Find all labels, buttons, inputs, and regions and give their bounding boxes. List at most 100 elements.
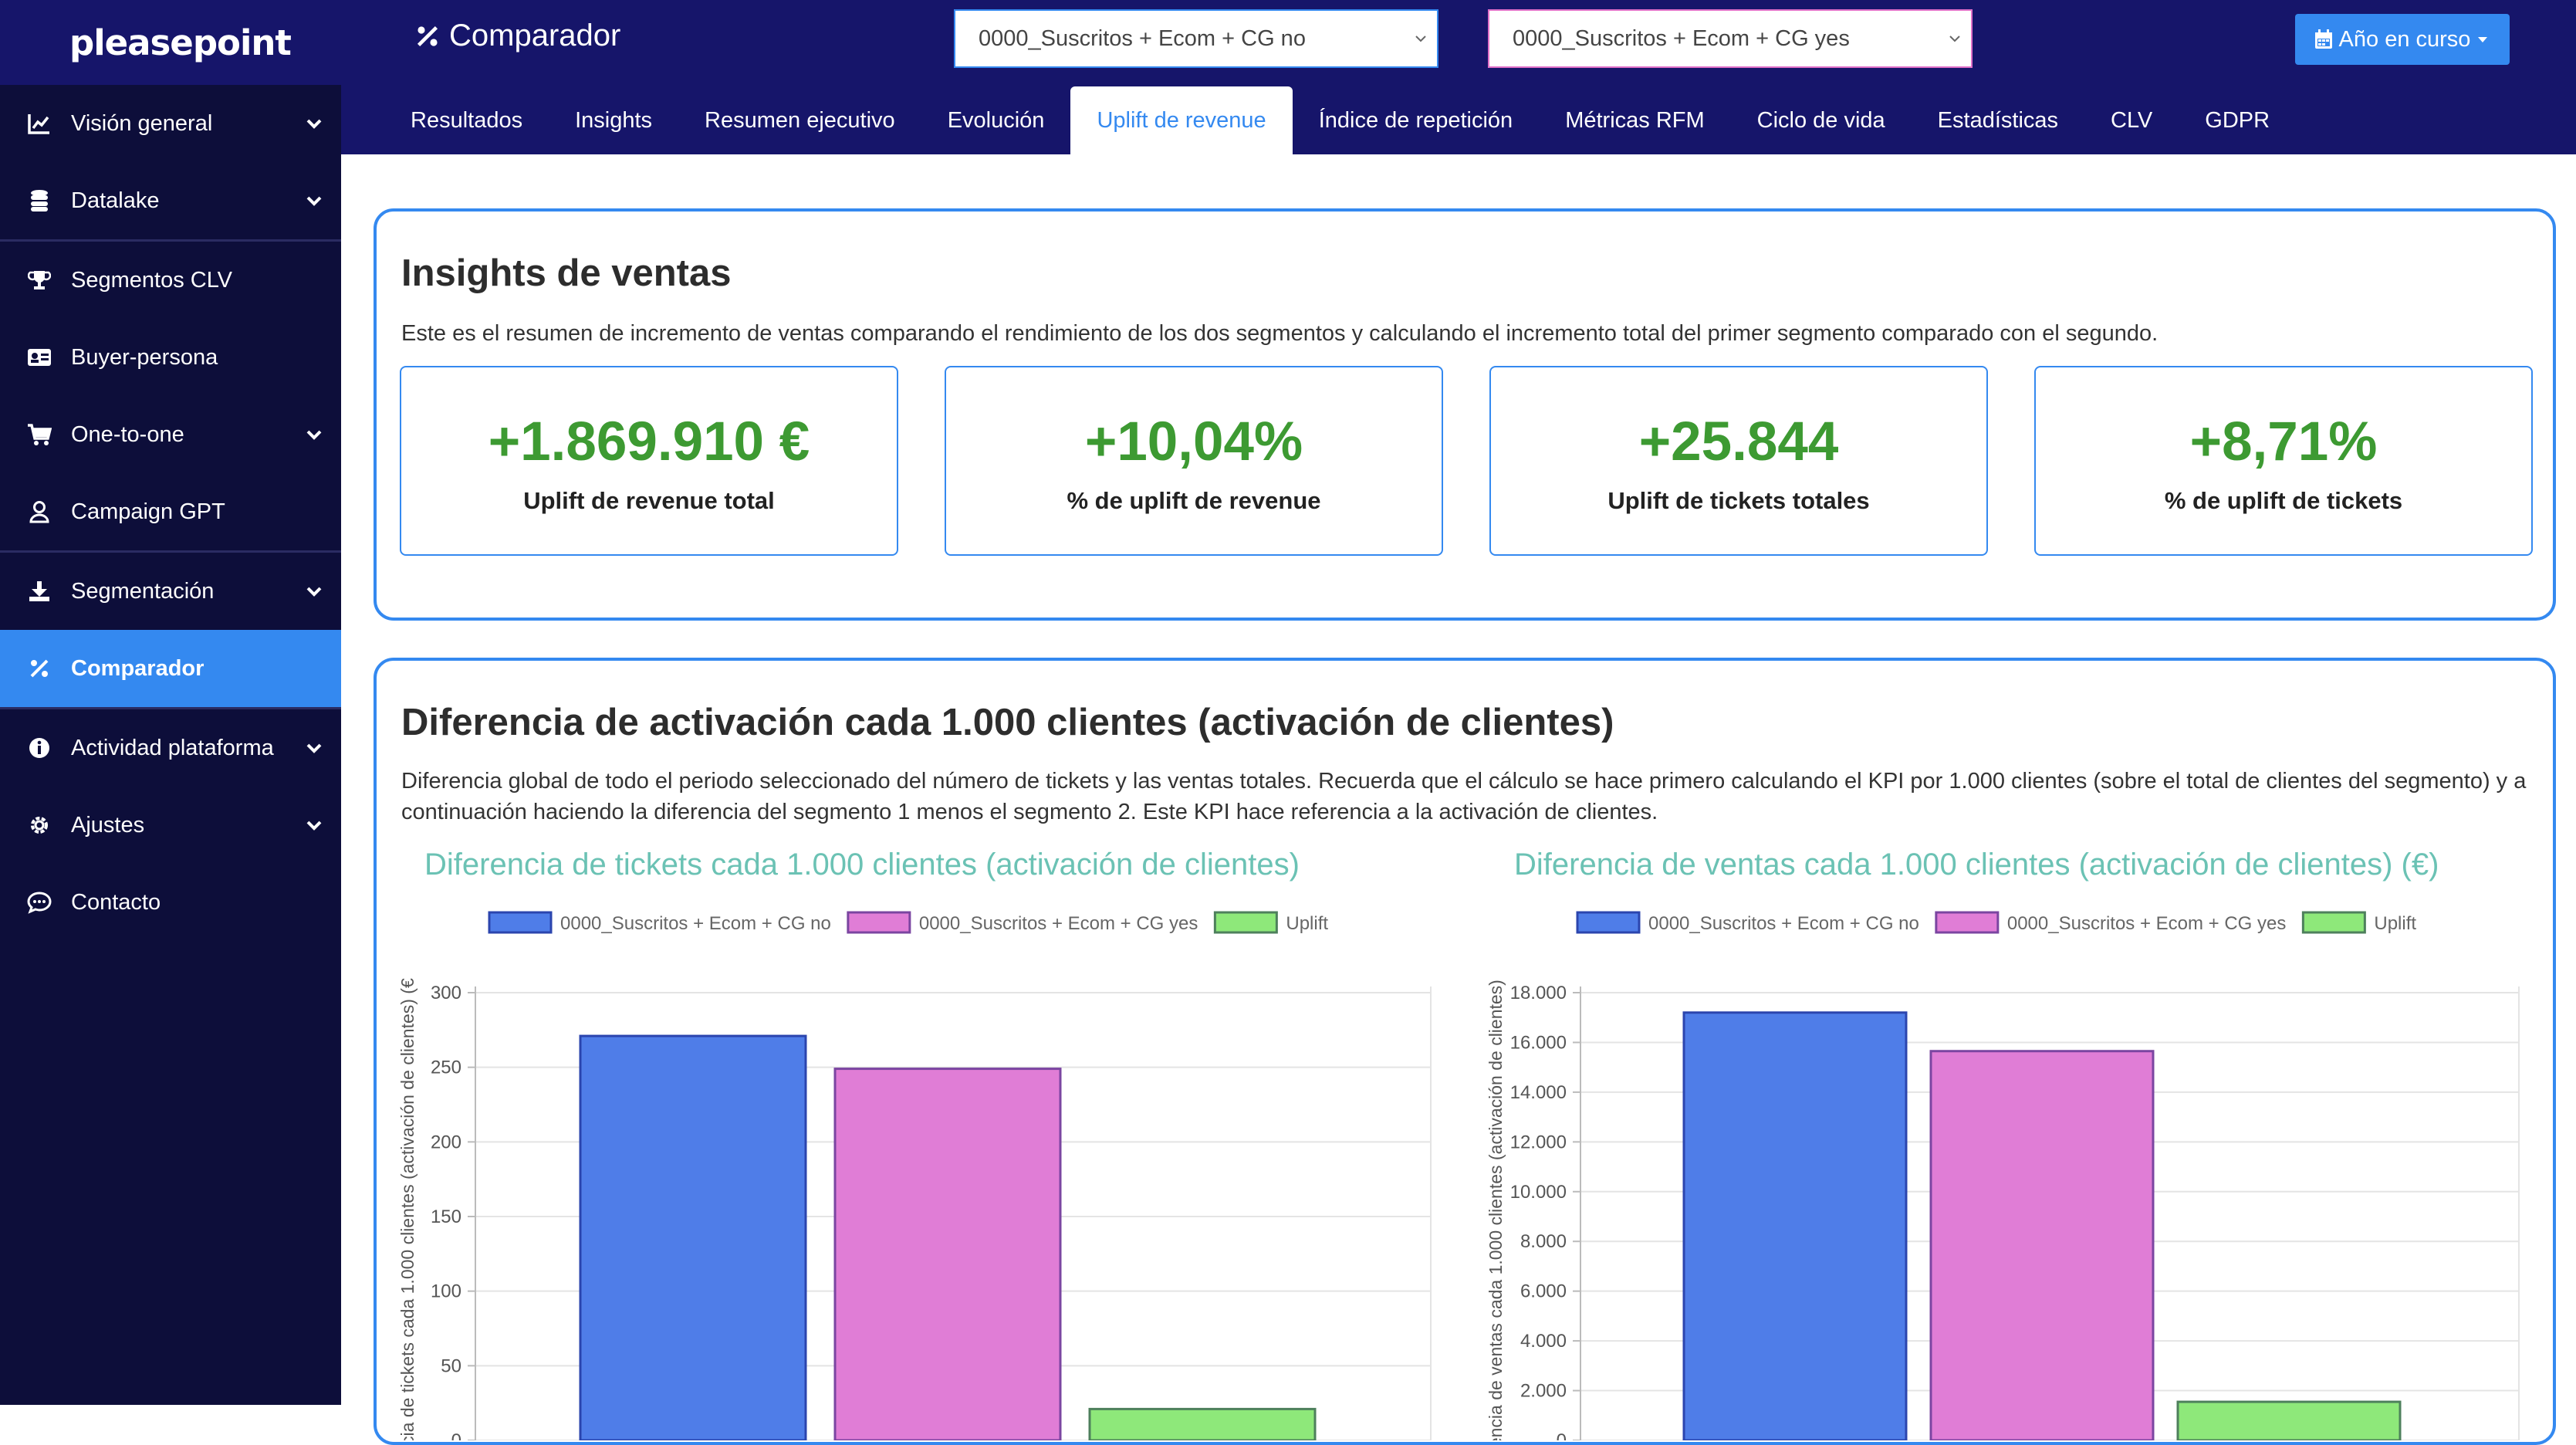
chat-icon xyxy=(26,889,52,915)
sales-bar-chart: 0 2.000 4.000 6.000 8.000 10.000 12.000 14.000 1… xyxy=(1486,911,2520,1440)
top-header: Comparador 0000_Suscritos + Ecom + CG no… xyxy=(341,0,2576,154)
page-title-label: Comparador xyxy=(449,19,621,52)
tab-resultados[interactable]: Resultados xyxy=(411,107,523,133)
bar xyxy=(579,1034,807,1440)
y-axis-label: ncia de tickets cada 1.000 clientes (act… xyxy=(397,978,418,1440)
y-tick-label: 14.000 xyxy=(1510,1082,1567,1103)
id-card-icon xyxy=(26,344,52,371)
tab-estadisticas[interactable]: Estadísticas xyxy=(1937,107,2059,133)
tab-evolucion[interactable]: Evolución xyxy=(947,107,1045,133)
sidebar-item-campaign-gpt[interactable]: Campaign GPT xyxy=(0,473,341,550)
cart-icon xyxy=(26,421,52,448)
sidebar-item-segmentos-clv[interactable]: Segmentos CLV xyxy=(0,242,341,319)
insights-title: Insights de ventas xyxy=(401,252,732,294)
sidebar-item-label: Actividad plataforma xyxy=(71,735,274,760)
kpi-value: +10,04% xyxy=(1084,411,1303,472)
kpi-label: % de uplift de revenue xyxy=(1067,487,1321,514)
chevron-down-icon[interactable] xyxy=(303,814,326,837)
legend-swatch xyxy=(1213,911,1278,934)
kpi-value: +8,71% xyxy=(2189,411,2378,472)
segment1-select[interactable]: 0000_Suscritos + Ecom + CG no xyxy=(954,9,1438,68)
legend-swatch xyxy=(1935,911,2000,934)
bar xyxy=(833,1068,1062,1440)
caret-down-icon xyxy=(2478,37,2488,42)
sidebar-item-ajustes[interactable]: Ajustes xyxy=(0,787,341,864)
tab-clv[interactable]: CLV xyxy=(2111,107,2153,133)
user-icon xyxy=(26,499,52,525)
bar xyxy=(2176,1400,2402,1440)
y-tick-label: 150 xyxy=(431,1206,461,1227)
logo[interactable]: pleasepoint xyxy=(0,0,341,85)
sidebar-item-label: Segmentación xyxy=(71,578,215,604)
chevron-down-icon xyxy=(1949,36,1960,42)
download-icon xyxy=(26,578,52,604)
sidebar-item-contacto[interactable]: Contacto xyxy=(0,864,341,941)
sidebar-item-vision-general[interactable]: Visión general xyxy=(0,85,341,162)
info-icon xyxy=(26,735,52,761)
kpi-revenue-uplift-pct: +10,04% % de uplift de revenue xyxy=(945,366,1443,556)
sidebar-item-actividad-plataforma[interactable]: Actividad plataforma xyxy=(0,709,341,787)
sidebar-item-label: Campaign GPT xyxy=(71,499,225,524)
sidebar-divider xyxy=(0,707,341,709)
y-tick-label: 250 xyxy=(431,1058,461,1078)
y-tick-label: 6.000 xyxy=(1520,1281,1567,1302)
tab-insights[interactable]: Insights xyxy=(575,107,653,133)
sidebar-item-label: Contacto xyxy=(71,889,161,915)
y-tick-label: 12.000 xyxy=(1510,1132,1567,1152)
kpi-tickets-uplift-pct: +8,71% % de uplift de tickets xyxy=(2034,366,2533,556)
insights-card: Insights de ventas Este es el resumen de… xyxy=(374,208,2556,621)
sidebar-item-label: Segmentos CLV xyxy=(71,267,233,293)
sidebar-item-segmentacion[interactable]: Segmentación xyxy=(0,553,341,630)
segment2-select[interactable]: 0000_Suscritos + Ecom + CG yes xyxy=(1488,9,1973,68)
sidebar-item-one-to-one[interactable]: One-to-one xyxy=(0,396,341,473)
activation-card: Diferencia de activación cada 1.000 clie… xyxy=(374,658,2556,1445)
sidebar-item-label: Buyer-persona xyxy=(71,344,218,370)
y-tick-label: 16.000 xyxy=(1510,1032,1567,1053)
chevron-down-icon[interactable] xyxy=(303,736,326,760)
sidebar-item-label: Datalake xyxy=(71,188,160,213)
chevron-down-icon[interactable] xyxy=(303,423,326,446)
legend-entry: 0000_Suscritos + Ecom + CG no xyxy=(560,913,831,934)
kpi-value: +1.869.910 € xyxy=(488,411,810,472)
tab-indice-de-repeticion[interactable]: Índice de repetición xyxy=(1318,107,1513,133)
sidebar-item-label: Comparador xyxy=(71,655,205,681)
tab-gdpr[interactable]: GDPR xyxy=(2205,107,2270,133)
legend-swatch xyxy=(2301,911,2366,934)
kpi-label: Uplift de tickets totales xyxy=(1607,487,1870,514)
insights-description: Este es el resumen de incremento de vent… xyxy=(401,321,2158,346)
sidebar-item-label: Visión general xyxy=(71,110,213,136)
y-tick-label: 0 xyxy=(451,1430,461,1440)
tab-metricas-rfm[interactable]: Métricas RFM xyxy=(1565,107,1705,133)
bar xyxy=(1088,1407,1317,1440)
kpi-value: +25.844 xyxy=(1638,411,1839,472)
tickets-bar-chart: 0 50 100 150 200 250 300 ncia de tickets cada 1… xyxy=(397,911,1432,1440)
legend-entry: 0000_Suscritos + Ecom + CG yes xyxy=(2007,913,2287,934)
kpi-tickets-uplift: +25.844 Uplift de tickets totales xyxy=(1489,366,1988,556)
legend-entry: 0000_Suscritos + Ecom + CG no xyxy=(1648,913,1919,934)
tab-uplift-de-revenue[interactable]: Uplift de revenue xyxy=(1070,86,1293,154)
segment2-value: 0000_Suscritos + Ecom + CG yes xyxy=(1513,25,1850,51)
sidebar-item-datalake[interactable]: Datalake xyxy=(0,162,341,239)
legend-entry: Uplift xyxy=(2374,913,2416,934)
percent-icon xyxy=(417,25,438,46)
legend-swatch xyxy=(847,911,911,934)
chevron-down-icon[interactable] xyxy=(303,189,326,212)
sidebar-item-buyer-persona[interactable]: Buyer-persona xyxy=(0,319,341,396)
legend-entry: 0000_Suscritos + Ecom + CG yes xyxy=(919,913,1198,934)
y-tick-label: 100 xyxy=(431,1281,461,1302)
trophy-icon xyxy=(26,267,52,293)
sidebar: pleasepoint Visión general Datalake Segm… xyxy=(0,0,341,1405)
percent-icon xyxy=(26,655,52,682)
sidebar-item-comparador[interactable]: Comparador xyxy=(0,630,341,707)
period-button[interactable]: Año en curso xyxy=(2295,14,2510,65)
tab-resumen-ejecutivo[interactable]: Resumen ejecutivo xyxy=(705,107,895,133)
chart-title-sales: Diferencia de ventas cada 1.000 clientes… xyxy=(1514,848,2439,882)
chevron-down-icon[interactable] xyxy=(303,580,326,603)
chart-line-icon xyxy=(26,110,52,137)
chevron-down-icon[interactable] xyxy=(303,112,326,135)
tab-ciclo-de-vida[interactable]: Ciclo de vida xyxy=(1756,107,1885,133)
y-tick-label: 200 xyxy=(431,1132,461,1152)
period-button-label: Año en curso xyxy=(2338,26,2471,52)
bar xyxy=(1682,1011,1908,1440)
legend-swatch xyxy=(1576,911,1641,934)
